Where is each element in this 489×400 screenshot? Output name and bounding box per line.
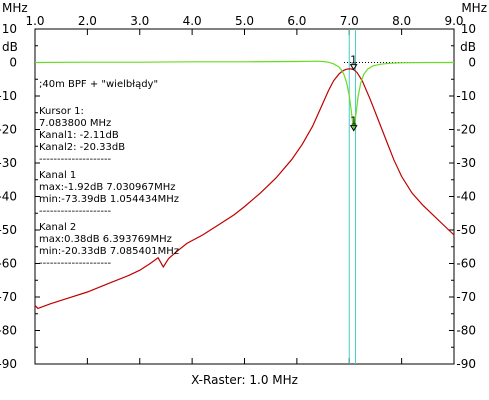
separator: -------------------- [39, 258, 112, 269]
x-tick-label: 2.0 [78, 14, 97, 28]
y-unit-label-left: dB [2, 40, 18, 54]
y-tick-label-left: 10 [2, 22, 17, 36]
x-raster-label: X-Raster: 1.0 MHz [191, 373, 298, 387]
y-tick-label-left: 0 [9, 56, 17, 70]
y-unit-label-right: dB [460, 40, 476, 54]
x-tick-label: 4.0 [183, 14, 202, 28]
kanal1-max: max:-1.92dB 7.030967MHz [39, 182, 176, 193]
kanal2-cursor-value: Kanal2: -20.33dB [39, 142, 126, 153]
y-tick-label-right: -20 [456, 123, 476, 137]
y-tick-labels: 10 10 0 0 -10 -10 -20 -20 -30 -30 -40 -40 -50 -50 -60 -… [0, 22, 476, 371]
y-tick-label-right: -30 [456, 156, 476, 170]
marker-triangle [349, 125, 358, 132]
y-tick-label-left: -50 [0, 223, 17, 237]
kanal1-header: Kanal 1 [39, 170, 77, 181]
series-line-2 [34, 60, 454, 131]
y-tick-label-right: -10 [456, 89, 476, 103]
y-tick-label-left: -80 [0, 324, 17, 338]
y-tick-label-right: 10 [461, 22, 476, 36]
kanal2-header: Kanal 2 [39, 222, 77, 233]
kanal1-cursor-value: Kanal1: -2.11dB [39, 130, 119, 141]
y-tick-label-right: -40 [456, 190, 476, 204]
kanal1-min: min:-73.39dB 1.054434MHz [39, 194, 179, 205]
cursor-lines [348, 29, 357, 364]
series-group [34, 60, 455, 310]
y-tick-label-left: -70 [0, 290, 17, 304]
separator: -------------------- [39, 154, 112, 165]
series-line-1 [34, 68, 455, 310]
y-tick-label-right: 0 [468, 56, 476, 70]
x-unit-label-right: MHz [461, 1, 487, 15]
y-tick-label-right: -90 [456, 357, 476, 371]
y-tick-label-right: -60 [456, 257, 476, 271]
y-tick-label-left: -90 [0, 357, 17, 371]
y-tick-label-left: -20 [0, 123, 17, 137]
marker-label: 1 [350, 54, 357, 67]
x-tick-label: 3.0 [130, 14, 149, 28]
y-tick-label-left: -30 [0, 156, 17, 170]
y-tick-label-right: -80 [456, 324, 476, 338]
x-tick-label: 1.0 [25, 14, 44, 28]
y-tick-label-right: -70 [456, 290, 476, 304]
marker-label: 1 [350, 115, 357, 128]
marker-triangle [349, 64, 358, 71]
y-tick-label-left: -10 [0, 89, 17, 103]
y-tick-label-left: -60 [0, 257, 17, 271]
markers: 11 [349, 54, 358, 132]
x-tick-label: 7.0 [340, 14, 359, 28]
cursor-frequency: 7.083800 MHz [39, 118, 112, 129]
y-tick-label-right: -50 [456, 223, 476, 237]
kanal2-min: min:-20.33dB 7.085401MHz [39, 246, 179, 257]
separator: -------------------- [39, 206, 112, 217]
chart-title: ;40m BPF + "wielbłądy" [39, 79, 159, 90]
x-tick-label: 8.0 [392, 14, 411, 28]
x-tick-label: 9.0 [444, 14, 463, 28]
x-tick-label: 6.0 [287, 14, 306, 28]
kanal2-max: max:0.38dB 6.393769MHz [39, 234, 172, 245]
x-tick-label: 5.0 [235, 14, 254, 28]
cursor-header: Kursor 1: [39, 106, 84, 117]
y-tick-label-left: -40 [0, 190, 17, 204]
x-unit-label-left: MHz [2, 1, 28, 15]
